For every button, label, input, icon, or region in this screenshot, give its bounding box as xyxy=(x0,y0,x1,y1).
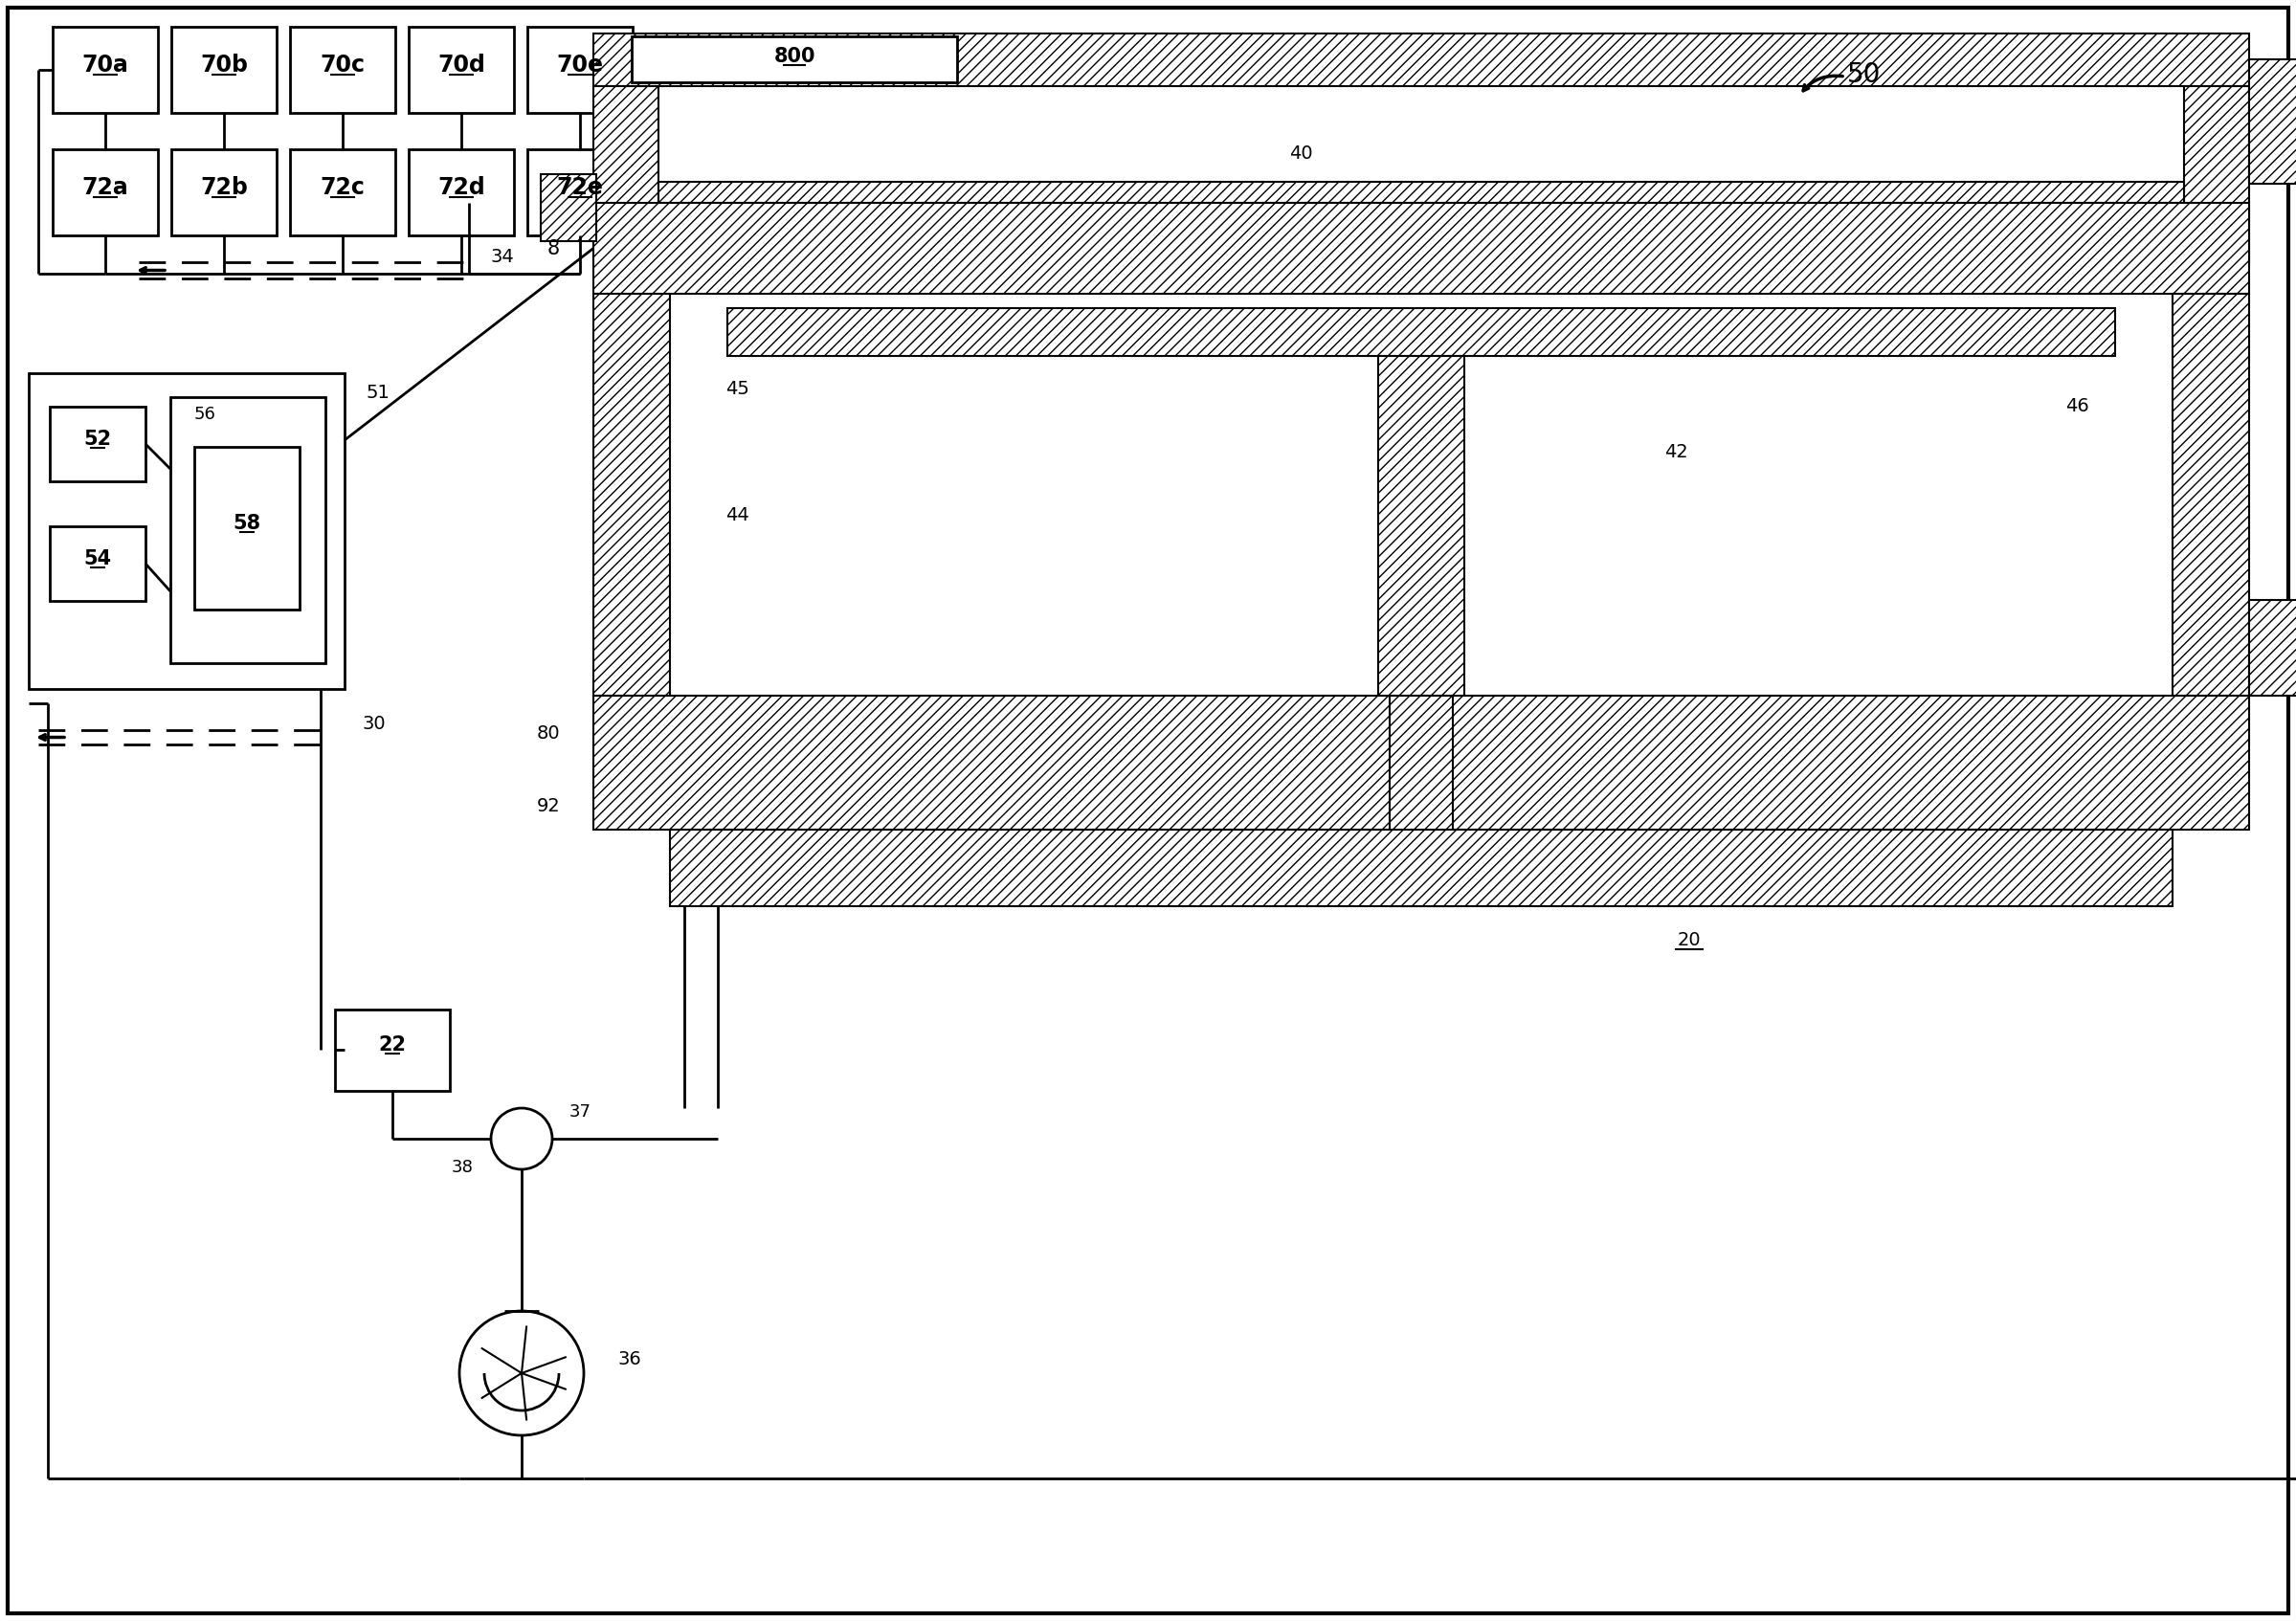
Bar xyxy=(2250,60,2296,185)
Bar xyxy=(1378,357,1465,710)
Bar xyxy=(728,308,2115,357)
Bar xyxy=(528,149,634,235)
Bar xyxy=(2183,86,2250,263)
Text: 80: 80 xyxy=(537,725,560,742)
Text: 70b: 70b xyxy=(200,53,248,76)
Bar xyxy=(659,182,2183,203)
Text: 37: 37 xyxy=(569,1104,592,1120)
Bar xyxy=(528,28,634,113)
Text: 38: 38 xyxy=(452,1159,473,1177)
Bar xyxy=(51,527,145,601)
Bar xyxy=(2172,293,2250,695)
Bar xyxy=(195,447,298,609)
Bar xyxy=(30,373,344,689)
Bar xyxy=(335,1010,450,1091)
Text: 72c: 72c xyxy=(319,177,365,199)
Bar xyxy=(670,830,2172,906)
Text: 40: 40 xyxy=(1290,144,1313,162)
Text: 50: 50 xyxy=(1848,62,1880,88)
Text: 51: 51 xyxy=(365,383,390,402)
Text: 72b: 72b xyxy=(200,177,248,199)
Circle shape xyxy=(459,1311,583,1435)
Bar xyxy=(542,173,597,242)
Bar xyxy=(592,695,2250,830)
Text: 20: 20 xyxy=(1678,930,1701,948)
Text: 800: 800 xyxy=(774,47,815,66)
Text: 42: 42 xyxy=(1665,443,1688,460)
Text: 72a: 72a xyxy=(83,177,129,199)
Text: 56: 56 xyxy=(195,405,216,423)
Circle shape xyxy=(491,1109,553,1169)
Bar xyxy=(592,34,2250,86)
Bar xyxy=(2250,600,2296,695)
Bar xyxy=(289,149,395,235)
Bar xyxy=(1389,695,1453,906)
Text: 52: 52 xyxy=(83,430,113,449)
Text: 45: 45 xyxy=(726,381,748,399)
Bar xyxy=(172,28,276,113)
Text: 36: 36 xyxy=(618,1350,641,1368)
Text: 8: 8 xyxy=(546,238,560,258)
Text: 34: 34 xyxy=(489,248,514,266)
Bar xyxy=(51,407,145,481)
Text: 30: 30 xyxy=(363,715,386,733)
Text: 54: 54 xyxy=(83,550,113,569)
Text: 46: 46 xyxy=(2064,397,2089,415)
Bar xyxy=(592,293,670,695)
Bar xyxy=(170,397,326,663)
Bar xyxy=(289,28,395,113)
Text: 70c: 70c xyxy=(319,53,365,76)
Text: 70d: 70d xyxy=(439,53,484,76)
Bar xyxy=(409,28,514,113)
Bar xyxy=(592,86,659,263)
Text: 92: 92 xyxy=(537,796,560,815)
Bar xyxy=(409,149,514,235)
Text: 22: 22 xyxy=(379,1036,406,1055)
Bar xyxy=(172,149,276,235)
Bar xyxy=(592,203,2250,293)
Text: 58: 58 xyxy=(232,514,262,533)
Text: 72e: 72e xyxy=(556,177,604,199)
Bar xyxy=(631,36,957,83)
Bar xyxy=(53,149,158,235)
Text: 70e: 70e xyxy=(556,53,604,76)
Text: 44: 44 xyxy=(726,506,748,524)
Text: 70a: 70a xyxy=(83,53,129,76)
Text: 72d: 72d xyxy=(439,177,484,199)
Bar xyxy=(53,28,158,113)
